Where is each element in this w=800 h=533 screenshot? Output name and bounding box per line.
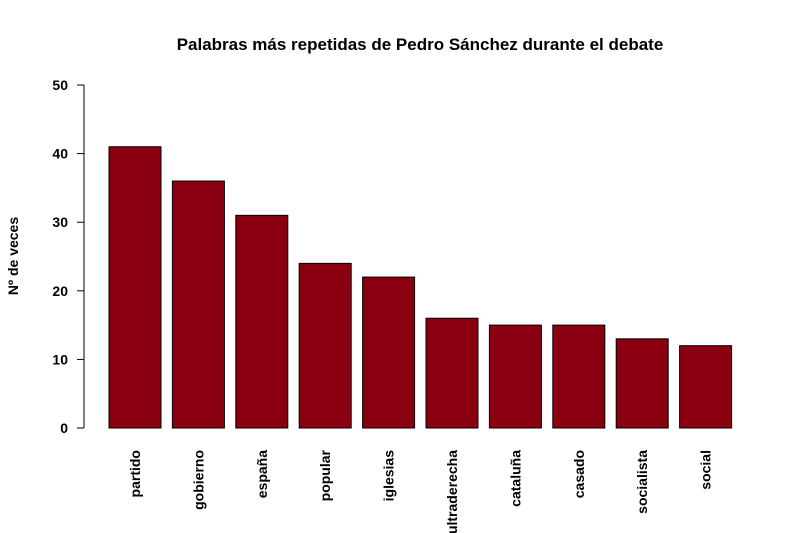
y-axis: 0 10 20 30 40 50 <box>52 77 85 436</box>
y-axis-label: Nº de veces <box>5 217 21 295</box>
y-tick-label: 20 <box>52 283 68 299</box>
bar-casado <box>552 324 606 429</box>
x-tick-label: cataluña <box>507 450 523 507</box>
bar-partido <box>108 146 162 429</box>
y-tick-label: 40 <box>52 146 68 162</box>
x-tick-label: gobierno <box>190 450 206 510</box>
bar-social <box>679 345 733 429</box>
chart-title: Palabras más repetidas de Pedro Sánchez … <box>177 35 664 54</box>
y-tick-label: 0 <box>60 420 68 436</box>
x-tick-label: españa <box>254 450 270 498</box>
y-tick-label: 50 <box>52 77 68 93</box>
x-tick-label: popular <box>317 449 333 501</box>
bars <box>108 146 733 429</box>
bar-cataluña <box>488 324 542 429</box>
y-tick-label: 10 <box>52 351 68 367</box>
y-tick-label: 30 <box>52 214 68 230</box>
bar-españa <box>235 214 289 429</box>
bar-ultraderecha <box>425 317 479 429</box>
x-tick-labels: partido gobierno españa popular iglesias ultr… <box>127 449 714 533</box>
bar-iglesias <box>362 276 416 429</box>
x-tick-label: ultraderecha <box>444 450 460 533</box>
bar-popular <box>298 262 352 429</box>
x-tick-label: iglesias <box>381 450 397 502</box>
bar-gobierno <box>171 180 225 429</box>
x-tick-label: social <box>698 450 714 490</box>
x-tick-label: socialista <box>634 450 650 514</box>
bar-socialista <box>615 338 669 429</box>
x-tick-label: partido <box>127 450 143 497</box>
x-tick-label: casado <box>571 450 587 498</box>
